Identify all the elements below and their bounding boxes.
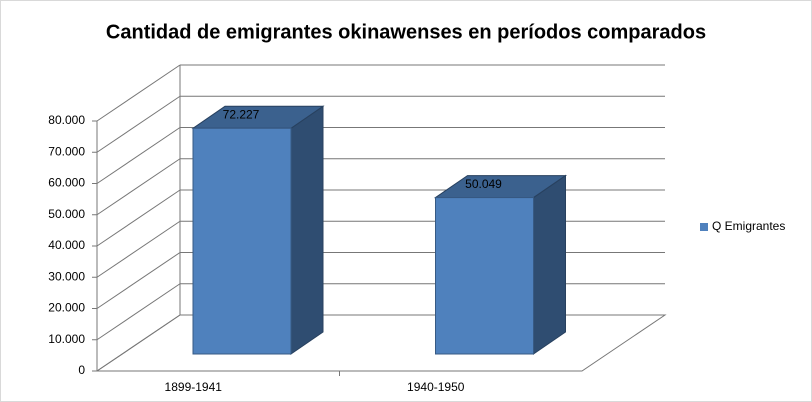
y-tick-label: 60.000 <box>48 176 85 190</box>
grid-line <box>96 64 181 122</box>
y-tick-label: 40.000 <box>48 238 85 252</box>
bar-side <box>533 174 566 355</box>
bar <box>192 127 292 355</box>
grid-line <box>96 127 181 184</box>
y-tick-label: 0 <box>78 363 85 377</box>
y-tick-label: 20.000 <box>48 301 85 315</box>
y-tick-label: 70.000 <box>48 144 85 158</box>
legend-label: Q Emigrantes <box>712 219 785 233</box>
bar <box>435 197 534 355</box>
data-label: 50.049 <box>465 177 502 191</box>
grid-line <box>96 220 181 278</box>
y-tick-label: 80.000 <box>48 113 85 127</box>
bar-side <box>290 105 324 355</box>
chart-title: Cantidad de emigrantes okinawenses en pe… <box>106 21 706 43</box>
grid-line <box>96 158 181 216</box>
grid-line <box>96 189 181 247</box>
grid-line <box>96 283 181 341</box>
x-tick-label: 1940-1950 <box>407 380 465 394</box>
data-label: 72.227 <box>223 107 260 121</box>
y-tick-label: 50.000 <box>48 207 85 221</box>
y-tick-label: 30.000 <box>48 269 85 283</box>
x-tick-label: 1899-1941 <box>165 380 223 394</box>
grid-line <box>96 252 181 309</box>
grid-line <box>96 314 181 372</box>
grid-line <box>96 95 181 153</box>
legend-swatch <box>700 223 708 231</box>
y-tick-label: 10.000 <box>48 332 85 346</box>
